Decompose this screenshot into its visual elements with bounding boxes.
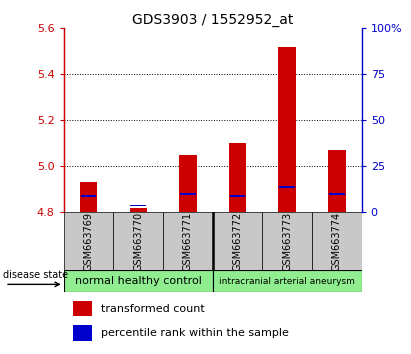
Bar — [279, 186, 295, 188]
Text: GSM663769: GSM663769 — [83, 212, 94, 271]
Bar — [180, 193, 196, 195]
Bar — [64, 270, 213, 292]
Bar — [213, 270, 362, 292]
Text: transformed count: transformed count — [101, 304, 205, 314]
Text: percentile rank within the sample: percentile rank within the sample — [101, 328, 289, 338]
Bar — [329, 193, 345, 195]
Bar — [81, 195, 96, 197]
Bar — [130, 205, 146, 206]
Bar — [73, 301, 92, 316]
Text: intracranial arterial aneurysm: intracranial arterial aneurysm — [219, 276, 355, 286]
Bar — [129, 208, 147, 212]
Text: GSM663772: GSM663772 — [233, 212, 242, 271]
Bar — [262, 212, 312, 271]
Bar — [80, 182, 97, 212]
Bar — [113, 212, 163, 271]
Text: GSM663771: GSM663771 — [183, 212, 193, 271]
Bar — [163, 212, 213, 271]
Bar — [213, 212, 262, 271]
Text: normal healthy control: normal healthy control — [75, 276, 202, 286]
Bar — [64, 212, 113, 271]
Bar — [179, 155, 196, 212]
Bar — [73, 325, 92, 341]
Text: disease state: disease state — [3, 270, 68, 280]
Bar — [230, 195, 245, 197]
Title: GDS3903 / 1552952_at: GDS3903 / 1552952_at — [132, 13, 293, 27]
Text: GSM663770: GSM663770 — [133, 212, 143, 271]
Bar — [328, 150, 346, 212]
Text: GSM663774: GSM663774 — [332, 212, 342, 271]
Bar — [229, 143, 246, 212]
Bar — [279, 47, 296, 212]
Text: GSM663773: GSM663773 — [282, 212, 292, 271]
Bar — [312, 212, 362, 271]
